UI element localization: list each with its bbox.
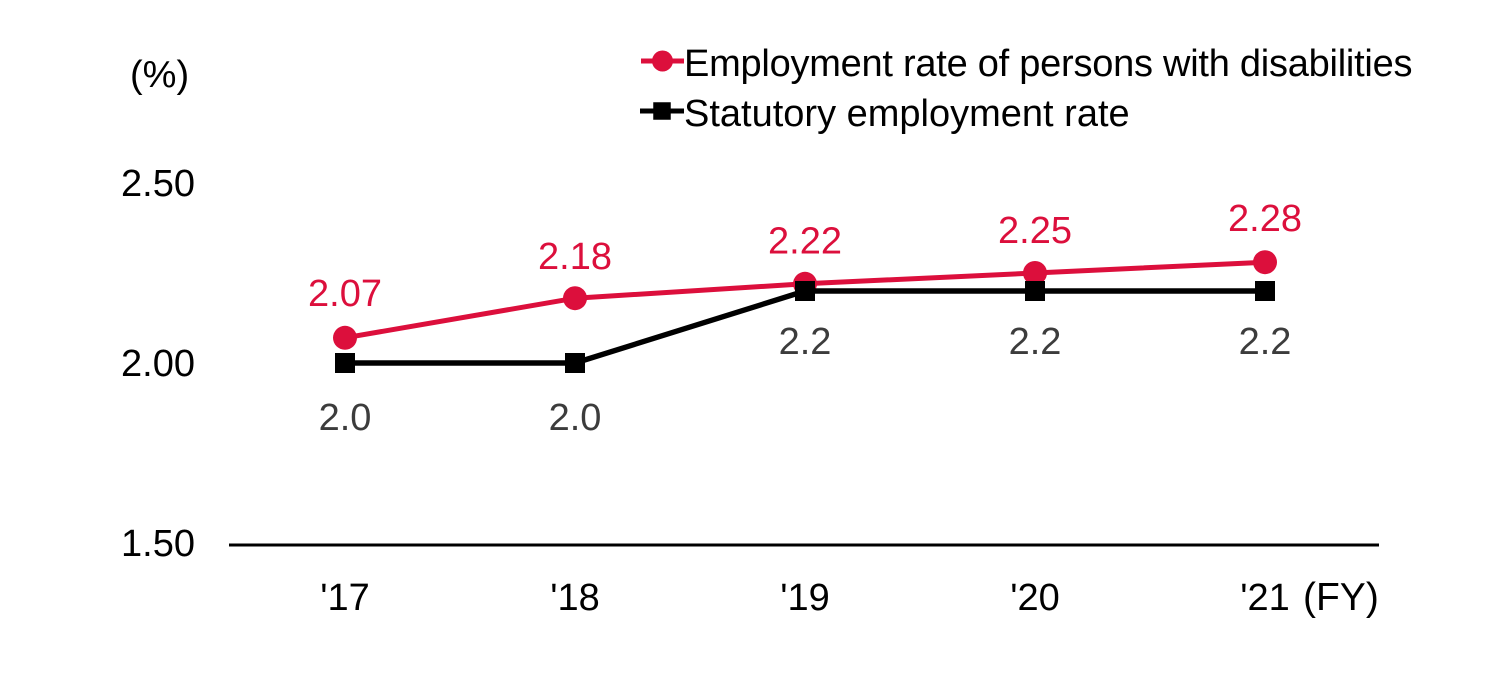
svg-text:2.2: 2.2 xyxy=(779,321,832,363)
svg-text:2.25: 2.25 xyxy=(998,210,1072,252)
svg-text:2.00: 2.00 xyxy=(121,343,195,385)
svg-text:Statutory employment rate: Statutory employment rate xyxy=(684,93,1130,135)
svg-text:2.50: 2.50 xyxy=(121,163,195,205)
svg-text:2.22: 2.22 xyxy=(768,221,842,263)
svg-text:2.18: 2.18 xyxy=(538,236,612,278)
svg-text:'18: '18 xyxy=(550,577,600,619)
svg-text:2.2: 2.2 xyxy=(1009,321,1062,363)
svg-text:Employment rate of persons wit: Employment rate of persons with disabili… xyxy=(684,43,1412,85)
svg-text:'17: '17 xyxy=(320,577,370,619)
svg-text:(%): (%) xyxy=(130,54,189,96)
svg-text:'21: '21 xyxy=(1240,577,1290,619)
svg-text:2.28: 2.28 xyxy=(1228,198,1302,240)
svg-text:2.0: 2.0 xyxy=(549,397,602,439)
svg-text:2.2: 2.2 xyxy=(1239,321,1292,363)
svg-text:'19: '19 xyxy=(780,577,830,619)
svg-text:'20: '20 xyxy=(1010,577,1060,619)
svg-text:1.50: 1.50 xyxy=(121,523,195,565)
svg-text:(FY): (FY) xyxy=(1303,576,1379,619)
svg-text:2.07: 2.07 xyxy=(308,273,382,315)
svg-text:2.0: 2.0 xyxy=(319,397,372,439)
